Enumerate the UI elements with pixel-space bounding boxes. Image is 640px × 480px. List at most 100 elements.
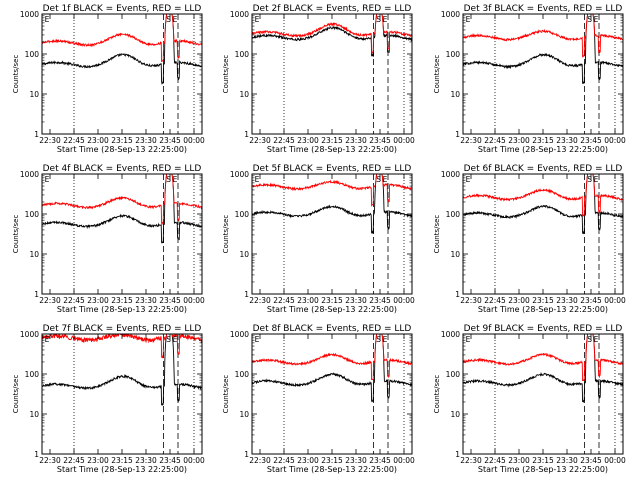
y-tick-label: 10 [239,250,249,259]
x-tick-label: 23:45 [580,296,602,305]
x-tick-label: 23:45 [580,456,602,465]
y-tick-label: 1 [34,290,39,299]
events-series-line [42,334,202,406]
x-tick-label: 23:45 [159,456,181,465]
event-marker-label: S [587,15,592,24]
y-tick-label: 10 [29,410,39,419]
y-tick-label: 10 [239,90,249,99]
y-axis-label: Counts/sec [433,215,441,254]
lld-series-line [463,334,623,382]
events-series-line [463,334,623,404]
x-tick-label: 22:30 [39,136,61,145]
event-marker-label: S [376,15,381,24]
x-axis-label: Start Time (28-Sep-13 22:25:00) [267,145,397,154]
x-tick-label: 22:45 [484,456,506,465]
y-tick-label: 1000 [20,170,39,179]
x-tick-label: 00:00 [393,296,415,305]
panel-title: Det 7f BLACK = Events, RED = LLD [43,324,202,334]
x-tick-label: 23:15 [321,136,343,145]
events-series-line [252,334,412,403]
event-marker-label: S [376,175,381,184]
event-marker-label: E [255,335,260,344]
event-marker-label: E [594,15,599,24]
y-tick-label: 100 [235,50,250,59]
y-tick-label: 100 [446,370,461,379]
x-axis-label: Start Time (28-Sep-13 22:25:00) [478,305,608,314]
x-tick-label: 23:00 [87,136,109,145]
detector-panel: Det 9f BLACK = Events, RED = LLD 1 10 100 10… [433,324,626,474]
event-marker-label: E [466,15,471,24]
y-tick-label: 1 [34,450,39,459]
x-tick-label: 23:15 [532,296,554,305]
y-tick-label: 1000 [20,330,39,339]
x-tick-label: 00:00 [393,456,415,465]
x-tick-label: 23:00 [87,296,109,305]
x-tick-label: 23:00 [297,296,319,305]
panel-title: Det 2f BLACK = Events, RED = LLD [253,4,412,14]
event-marker-label: E [255,175,260,184]
event-marker-label: E [173,335,178,344]
x-tick-label: 22:30 [249,296,271,305]
events-series-line [463,14,623,84]
x-tick-label: 22:45 [273,136,295,145]
detector-panel: Det 2f BLACK = Events, RED = LLD 1 10 100 10… [222,4,415,154]
x-tick-label: 23:45 [159,136,181,145]
lld-series-line [463,14,623,59]
x-tick-label: 22:45 [273,296,295,305]
y-tick-label: 1 [244,290,249,299]
y-tick-label: 1000 [441,10,460,19]
x-tick-label: 00:00 [183,456,205,465]
y-tick-label: 10 [450,250,460,259]
event-marker-label: S [166,335,171,344]
event-marker-label: E [173,175,178,184]
y-tick-label: 1 [244,130,249,139]
x-tick-label: 23:45 [159,296,181,305]
y-tick-label: 1 [34,130,39,139]
y-tick-label: 1000 [441,170,460,179]
x-axis-label: Start Time (28-Sep-13 22:25:00) [57,465,187,474]
y-tick-label: 100 [25,210,40,219]
x-tick-label: 23:45 [369,136,391,145]
lld-series-line [42,174,202,225]
event-marker-label: S [166,15,171,24]
x-tick-label: 23:15 [111,296,133,305]
x-axis-label: Start Time (28-Sep-13 22:25:00) [478,145,608,154]
event-marker-label: E [45,175,50,184]
x-tick-label: 22:45 [484,136,506,145]
x-axis-label: Start Time (28-Sep-13 22:25:00) [478,465,608,474]
x-axis-label: Start Time (28-Sep-13 22:25:00) [57,145,187,154]
y-axis-label: Counts/sec [222,215,230,254]
x-tick-label: 23:15 [321,456,343,465]
x-tick-label: 00:00 [183,136,205,145]
detector-panel: Det 6f BLACK = Events, RED = LLD 1 10 100 10… [433,164,626,314]
x-tick-label: 22:30 [249,456,271,465]
events-series-line [252,14,412,58]
event-marker-label: E [466,335,471,344]
x-tick-label: 22:30 [39,456,61,465]
x-axis-label: Start Time (28-Sep-13 22:25:00) [57,305,187,314]
events-series-line [42,14,202,85]
y-tick-label: 10 [450,90,460,99]
x-tick-label: 22:30 [460,136,482,145]
y-axis-label: Counts/sec [433,55,441,94]
event-marker-label: S [166,175,171,184]
detector-panel: Det 1f BLACK = Events, RED = LLD 1 10 100 10… [12,4,205,154]
panel-title: Det 6f BLACK = Events, RED = LLD [464,164,623,174]
x-tick-label: 23:45 [580,136,602,145]
x-tick-label: 22:30 [460,296,482,305]
event-marker-label: E [383,335,388,344]
x-tick-label: 22:30 [39,296,61,305]
lld-series-line [463,174,623,217]
x-tick-label: 23:30 [135,456,157,465]
y-tick-label: 1 [455,130,460,139]
x-tick-label: 00:00 [183,296,205,305]
y-tick-label: 1000 [230,330,249,339]
x-tick-label: 00:00 [604,456,626,465]
x-tick-label: 23:00 [87,456,109,465]
x-tick-label: 23:30 [556,136,578,145]
lld-series-line [42,14,202,63]
y-tick-label: 10 [239,410,249,419]
y-tick-label: 1000 [230,170,249,179]
y-axis-label: Counts/sec [12,215,20,254]
events-series-line [252,174,412,235]
